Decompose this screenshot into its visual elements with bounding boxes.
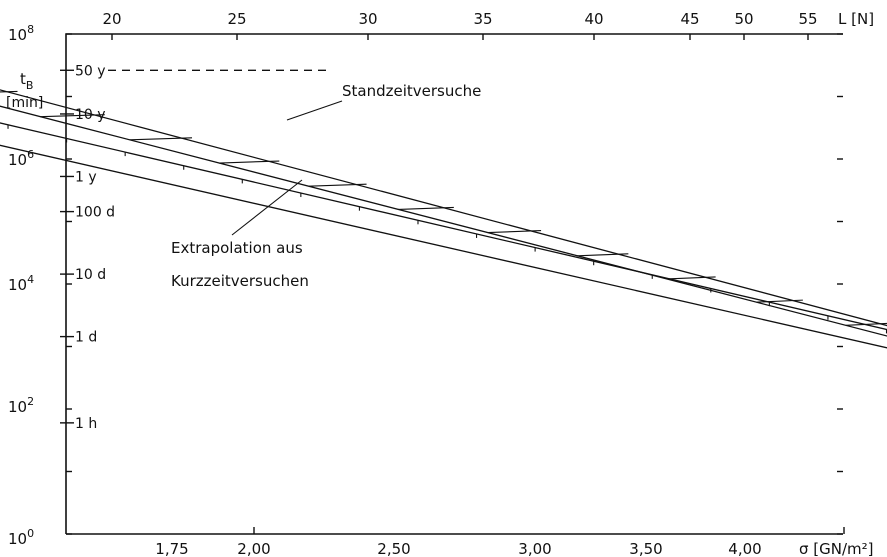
time-mark-label: 1 h [75,416,97,432]
band-extrapolation [0,122,887,349]
top-tick-label: 25 [227,10,246,28]
band-hatch [40,114,105,118]
annotation-standzeit: Standzeitversuche [342,82,481,100]
band-hatch [308,183,367,187]
y-axis-label: tB [20,70,33,92]
top-ticks [111,34,809,40]
leader-line-standzeit [286,100,343,121]
band-hatch [129,137,193,141]
time-mark-label: 1 y [75,169,97,185]
top-tick-label: 40 [584,10,603,28]
x-tick-label: 2,50 [377,540,410,557]
x-axis-label: σ [GN/m²] [799,540,874,557]
top-tick-labels: 20 25 30 35 40 45 50 55 L [N] [102,10,874,28]
x-tick-label: 3,00 [518,540,551,557]
y-tick-label-1e2: 102 [8,395,34,416]
annotation-extrapolation-1: Extrapolation aus [171,239,303,257]
time-mark-label: 50 y [75,63,106,79]
top-tick-label: 20 [102,10,121,28]
band-hatch [845,322,887,326]
band-standzeitversuche [0,89,887,337]
band-hatch [219,160,280,164]
x-ticks [253,527,845,534]
bands [0,89,887,349]
y-ticks [66,33,843,535]
band-hatch [577,253,629,257]
top-tick-label: 45 [680,10,699,28]
y-tick-labels: 100 102 104 106 108 [8,23,34,548]
x-tick-labels: 1,75 2,00 2,50 3,00 3,50 4,00 σ [GN/m²] [155,540,873,557]
band-hatch [666,276,716,280]
leader-line-extrapolation [231,179,303,236]
time-mark-label: 10 d [75,267,106,283]
time-mark-label: 100 d [75,205,115,221]
x-tick-label: 4,00 [728,540,761,557]
top-axis-label: L [N] [838,10,874,28]
top-tick-label: 50 [734,10,753,28]
band-upper-line [0,89,887,327]
y-tick-label-1e6: 106 [8,148,34,169]
band-lower-line [0,144,887,349]
band-hatch [0,90,18,93]
x-tick-label: 2,00 [237,540,270,557]
top-tick-label: 30 [358,10,377,28]
annotations: Standzeitversuche Extrapolation aus Kurz… [171,82,481,290]
x-tick-label: 1,75 [155,540,188,557]
x-tick-label: 3,50 [629,540,662,557]
top-tick-label: 35 [473,10,492,28]
annotation-extrapolation-2: Kurzzeitversuchen [171,272,309,290]
y-tick-label-1e4: 104 [8,273,34,294]
y-tick-label-1e0: 100 [8,527,34,548]
band-hatch [398,206,454,210]
top-tick-label: 55 [798,10,817,28]
time-mark-label: 1 d [75,330,97,346]
y-tick-label-1e8: 108 [8,23,34,44]
band-hatch [487,230,542,234]
band-hatch [756,299,803,303]
